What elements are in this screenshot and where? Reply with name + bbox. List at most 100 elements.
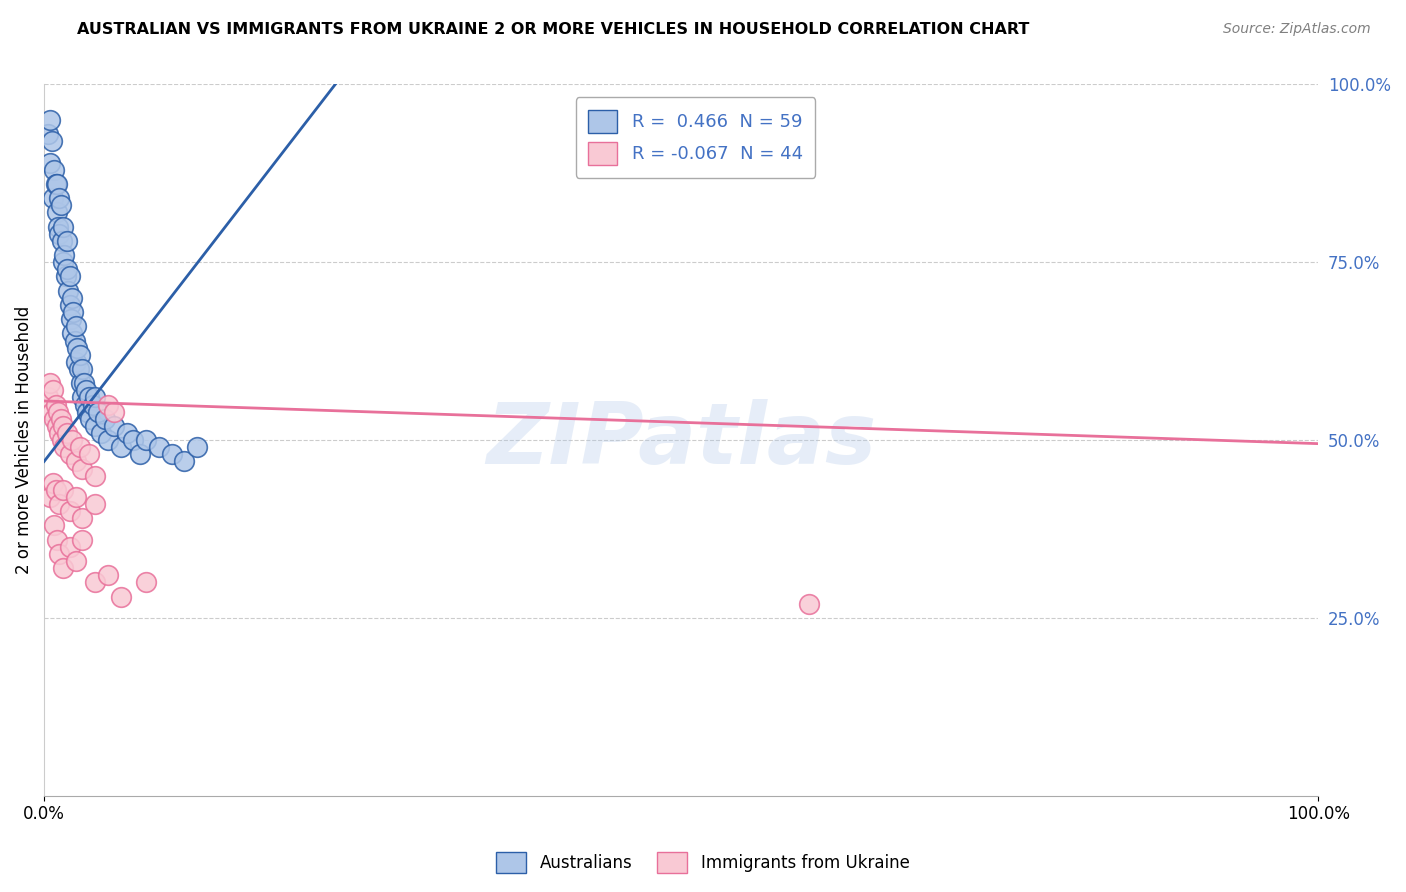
Point — [39, 155, 62, 169]
Point — [58, 540, 80, 554]
Point — [69, 440, 91, 454]
Point — [45, 177, 67, 191]
Point — [52, 418, 75, 433]
Point — [72, 533, 94, 547]
Point — [135, 575, 157, 590]
Point — [45, 398, 67, 412]
Point — [56, 234, 79, 248]
Point — [44, 411, 66, 425]
Point — [65, 554, 87, 568]
Point — [55, 269, 77, 284]
Point — [51, 433, 73, 447]
Point — [797, 597, 820, 611]
Point — [56, 425, 79, 440]
Point — [76, 404, 98, 418]
Point — [46, 404, 69, 418]
Point — [82, 398, 104, 412]
Point — [148, 440, 170, 454]
Point — [128, 447, 150, 461]
Point — [48, 227, 70, 241]
Point — [56, 262, 79, 277]
Point — [39, 490, 62, 504]
Point — [160, 447, 183, 461]
Point — [37, 127, 59, 141]
Point — [67, 362, 90, 376]
Point — [73, 398, 96, 412]
Point — [48, 425, 70, 440]
Point — [44, 518, 66, 533]
Point — [45, 533, 67, 547]
Point — [53, 248, 76, 262]
Point — [103, 404, 125, 418]
Point — [79, 411, 101, 425]
Point — [42, 191, 65, 205]
Point — [45, 177, 67, 191]
Point — [72, 391, 94, 405]
Point — [53, 440, 76, 454]
Point — [52, 219, 75, 234]
Point — [110, 440, 132, 454]
Point — [110, 590, 132, 604]
Point — [42, 384, 65, 398]
Point — [52, 255, 75, 269]
Point — [65, 490, 87, 504]
Point — [173, 454, 195, 468]
Point — [44, 162, 66, 177]
Point — [86, 404, 108, 418]
Point — [66, 341, 89, 355]
Point — [94, 411, 117, 425]
Point — [84, 497, 107, 511]
Y-axis label: 2 or more Vehicles in Household: 2 or more Vehicles in Household — [15, 306, 32, 574]
Point — [65, 454, 87, 468]
Point — [72, 511, 94, 525]
Point — [49, 411, 72, 425]
Point — [84, 575, 107, 590]
Point — [51, 234, 73, 248]
Point — [72, 362, 94, 376]
Point — [122, 433, 145, 447]
Point — [77, 391, 100, 405]
Point — [65, 319, 87, 334]
Point — [97, 398, 120, 412]
Point — [58, 298, 80, 312]
Point — [45, 483, 67, 497]
Point — [60, 326, 83, 341]
Point — [103, 418, 125, 433]
Point — [48, 191, 70, 205]
Text: AUSTRALIAN VS IMMIGRANTS FROM UKRAINE 2 OR MORE VEHICLES IN HOUSEHOLD CORRELATIO: AUSTRALIAN VS IMMIGRANTS FROM UKRAINE 2 … — [77, 22, 1029, 37]
Point — [84, 391, 107, 405]
Point — [84, 418, 107, 433]
Point — [48, 547, 70, 561]
Point — [115, 425, 138, 440]
Point — [58, 269, 80, 284]
Point — [52, 561, 75, 575]
Point — [135, 433, 157, 447]
Point — [72, 376, 94, 391]
Text: Source: ZipAtlas.com: Source: ZipAtlas.com — [1223, 22, 1371, 37]
Point — [72, 461, 94, 475]
Point — [77, 447, 100, 461]
Text: ZIPatlas: ZIPatlas — [486, 399, 876, 482]
Point — [60, 433, 83, 447]
Point — [58, 447, 80, 461]
Point — [59, 312, 82, 326]
Point — [49, 198, 72, 212]
Point — [97, 433, 120, 447]
Point — [75, 384, 97, 398]
Point — [41, 134, 63, 148]
Point — [48, 497, 70, 511]
Point — [46, 219, 69, 234]
Point — [186, 440, 208, 454]
Point — [37, 391, 59, 405]
Point — [42, 475, 65, 490]
Point — [41, 404, 63, 418]
Point — [45, 418, 67, 433]
Point — [69, 348, 91, 362]
Point — [58, 284, 80, 298]
Point — [63, 334, 86, 348]
Point — [84, 468, 107, 483]
Legend: Australians, Immigrants from Ukraine: Australians, Immigrants from Ukraine — [489, 846, 917, 880]
Point — [90, 425, 112, 440]
Point — [70, 376, 93, 391]
Point — [65, 355, 87, 369]
